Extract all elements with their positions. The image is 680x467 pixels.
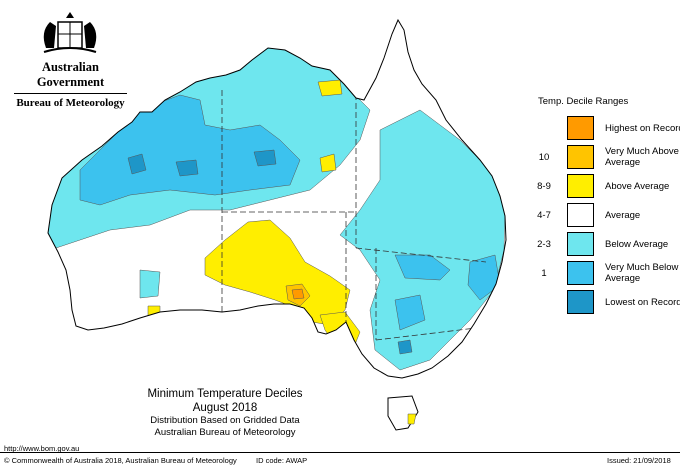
- legend-swatch: [567, 145, 594, 169]
- legend-code: 4-7: [537, 210, 551, 221]
- legend-swatch: [567, 261, 594, 285]
- legend-label: Very Much Below Average: [605, 262, 679, 284]
- legend-label: Very Much Above Average: [605, 146, 679, 168]
- footer-id-code: ID code: AWAP: [256, 456, 308, 465]
- legend-label: Above Average: [605, 180, 670, 192]
- caption-line-1: Distribution Based on Gridded Data: [150, 415, 300, 426]
- legend-label: Highest on Record: [605, 122, 680, 134]
- footer-divider: [0, 452, 680, 453]
- legend-code: 2-3: [537, 239, 551, 250]
- footer-issued: Issued: 21/09/2018: [607, 456, 671, 465]
- legend-swatch: [567, 232, 594, 256]
- legend-item: 10 Very Much Above Average: [530, 145, 680, 169]
- legend-item: 8-9 Above Average: [530, 174, 680, 198]
- legend-label: Below Average: [605, 238, 669, 250]
- legend-label: Average: [605, 209, 641, 221]
- legend-item: Highest on Record: [530, 116, 680, 140]
- map-caption: Minimum Temperature Deciles August 2018 …: [140, 387, 310, 439]
- legend-title: Temp. Decile Ranges: [538, 96, 629, 107]
- footer-url[interactable]: http://www.bom.gov.au: [4, 444, 80, 453]
- legend-item: 2-3 Below Average: [530, 232, 680, 256]
- legend-swatch: [567, 290, 594, 314]
- commonwealth-coat-of-arms-icon: [43, 12, 97, 53]
- legend-code: 10: [538, 152, 550, 163]
- bureau-title: Bureau of Meteorology: [16, 97, 125, 109]
- crest-spacer: [8, 8, 133, 58]
- government-title: Australian Government: [36, 60, 105, 89]
- legend-code: 8-9: [537, 181, 551, 192]
- branding-divider: [14, 93, 127, 94]
- legend-swatch: [567, 203, 594, 227]
- legend-swatch: [567, 174, 594, 198]
- caption-line-2: Australian Bureau of Meteorology: [154, 427, 296, 438]
- legend-label: Lowest on Record: [605, 296, 680, 308]
- legend-swatch: [567, 116, 594, 140]
- footer-copyright: © Commonwealth of Australia 2018, Austra…: [4, 456, 237, 465]
- government-branding: Australian Government Bureau of Meteorol…: [8, 8, 133, 109]
- legend-item: Lowest on Record: [530, 290, 680, 314]
- legend-code: 1: [541, 268, 547, 279]
- legend-item: 4-7 Average: [530, 203, 680, 227]
- legend-item: 1 Very Much Below Average: [530, 261, 680, 285]
- caption-title: Minimum Temperature Deciles: [147, 388, 303, 400]
- caption-period: August 2018: [192, 402, 258, 414]
